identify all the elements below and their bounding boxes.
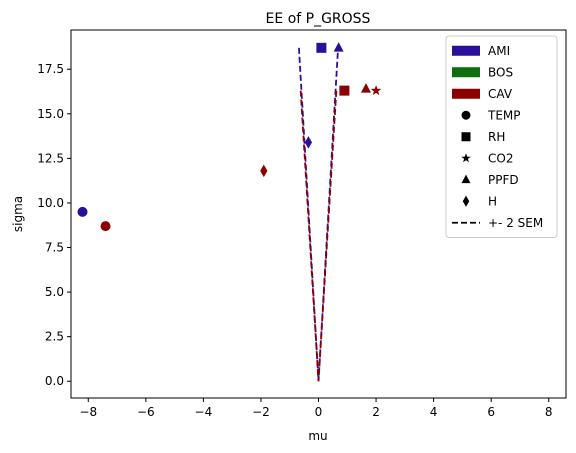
point-ami-rh: [316, 42, 327, 53]
legend-patch-ami: [452, 45, 480, 56]
legend-label: BOS: [488, 65, 513, 79]
legend-patch-bos: [452, 67, 480, 78]
y-tick-label: 10.0: [37, 196, 64, 210]
legend-label: CO2: [488, 151, 513, 165]
y-tick-label: 12.5: [37, 151, 64, 165]
x-tick-label: −2: [252, 405, 270, 419]
legend-label: TEMP: [487, 108, 521, 122]
legend: AMI BOS CAV TEMP RH CO2 PPFD H +- 2 SEM: [445, 35, 558, 238]
y-tick-label: 17.5: [37, 62, 64, 76]
y-tick-label: 2.5: [45, 330, 64, 344]
x-tick-label: 4: [430, 405, 438, 419]
x-tick-label: 2: [372, 405, 380, 419]
y-tick-label: 5.0: [45, 285, 64, 299]
legend-label: RH: [488, 130, 505, 144]
legend-marker-co2: [461, 153, 471, 163]
y-tick-label: 0.0: [45, 374, 64, 388]
point-cav-temp: [100, 221, 111, 232]
legend-marker-temp: [461, 110, 471, 120]
y-axis-label: sigma: [11, 196, 25, 232]
legend-marker-h: [462, 195, 470, 207]
x-tick-label: −4: [195, 405, 213, 419]
point-ami-temp: [77, 206, 88, 217]
x-tick-label: 6: [487, 405, 495, 419]
point-ami-h: [304, 136, 313, 149]
point-cav-rh: [339, 85, 350, 96]
y-tick-label: 7.5: [45, 241, 64, 255]
legend-box: [445, 35, 558, 238]
chart-title: EE of P_GROSS: [266, 11, 371, 27]
point-ami-ppfd: [333, 42, 344, 52]
y-tick-label: 15.0: [37, 107, 64, 121]
x-tick-label: −6: [137, 405, 155, 419]
sem-line-cav: [299, 90, 338, 382]
legend-marker-ppfd: [461, 174, 471, 184]
x-axis-label: mu: [308, 429, 327, 443]
point-cav-co2: [370, 85, 382, 96]
point-cav-ppfd: [360, 83, 371, 93]
x-tick-label: 8: [545, 405, 553, 419]
x-tick-label: 0: [315, 405, 323, 419]
legend-label: H: [488, 194, 497, 208]
x-tick-label: −8: [79, 405, 97, 419]
legend-patch-cav: [452, 88, 480, 99]
point-cav-h: [260, 164, 268, 178]
legend-label: AMI: [488, 44, 510, 58]
legend-label: CAV: [488, 87, 513, 101]
legend-label: +- 2 SEM: [488, 216, 543, 230]
plot-area: −8 −6 −4 −2 0 2 4 6 8 0.0 2.5 5.0 7.5 10.0 12.5 15.0 17.…: [37, 29, 567, 419]
legend-marker-rh: [461, 132, 471, 142]
legend-label: PPFD: [488, 173, 519, 187]
